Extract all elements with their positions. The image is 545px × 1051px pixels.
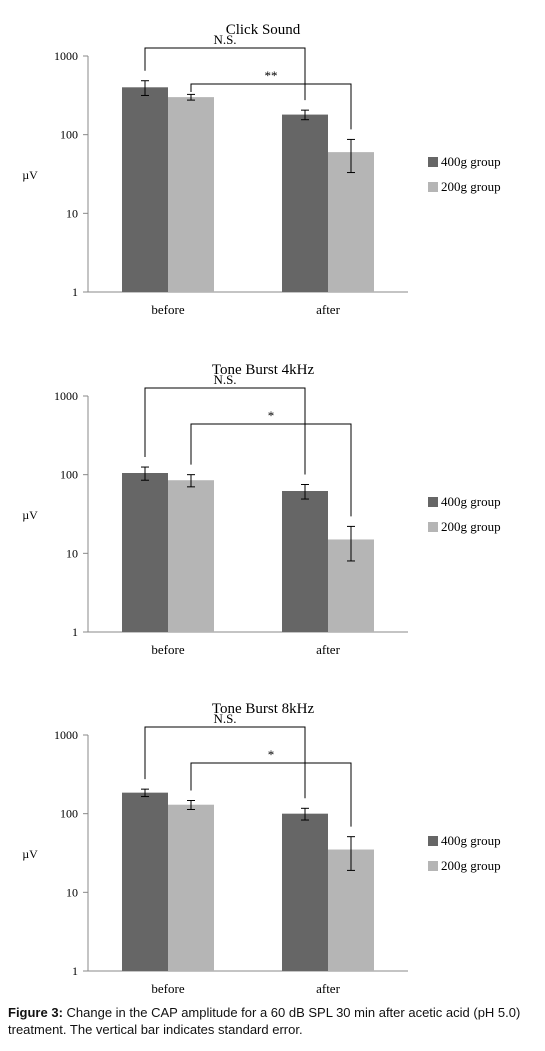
chart-tone-burst-4khz: Tone Burst 4kHz 1 10 100 1000 µV before after N.… xyxy=(0,348,545,668)
legend-label-200g-group: 200g group xyxy=(441,858,501,873)
y-tick-label: 1000 xyxy=(54,389,78,403)
bar-before-400g-group xyxy=(122,792,168,971)
significance-label: N.S. xyxy=(213,32,236,47)
significance-bracket xyxy=(190,83,352,130)
legend-label-200g-group: 200g group xyxy=(441,179,501,194)
significance-bracket xyxy=(190,423,352,517)
significance-label: N.S. xyxy=(213,711,236,726)
y-axis-label: µV xyxy=(22,168,38,182)
legend-label-200g-group: 200g group xyxy=(441,519,501,534)
caption-text: Change in the CAP amplitude for a 60 dB … xyxy=(8,1005,521,1037)
x-tick-label-before: before xyxy=(151,642,184,657)
chart-svg: Tone Burst 4kHz 1 10 100 1000 µV before after N.… xyxy=(22,362,501,657)
chart-svg: Click Sound 1 10 100 1000 µV before after N.S. **… xyxy=(22,22,501,317)
legend-swatch-200g-group xyxy=(428,182,438,192)
y-tick-label: 1 xyxy=(72,964,78,978)
y-tick-label: 100 xyxy=(60,807,78,821)
bar-before-400g-group xyxy=(122,87,168,292)
chart-title: Tone Burst 8kHz xyxy=(212,701,315,717)
y-tick-label: 1 xyxy=(72,285,78,299)
y-tick-label: 10 xyxy=(66,546,78,560)
x-tick-label-after: after xyxy=(316,302,340,317)
chart-title: Click Sound xyxy=(226,22,301,38)
caption-label: Figure 3: xyxy=(8,1005,63,1020)
figure-caption: Figure 3: Change in the CAP amplitude fo… xyxy=(8,1004,540,1038)
significance-label: * xyxy=(268,408,275,423)
bar-before-200g-group xyxy=(168,804,214,971)
chart-click-sound: Click Sound 1 10 100 1000 µV before after N.S. **… xyxy=(0,8,545,328)
significance-bracket xyxy=(144,387,306,475)
significance-bracket xyxy=(144,47,306,101)
legend-swatch-200g-group xyxy=(428,522,438,532)
chart-svg: Tone Burst 8kHz 1 10 100 1000 µV before after N.… xyxy=(22,701,501,996)
bar-after-400g-group xyxy=(282,813,328,971)
x-tick-label-before: before xyxy=(151,981,184,996)
significance-label: N.S. xyxy=(213,372,236,387)
bar-before-200g-group xyxy=(168,480,214,632)
y-axis-label: µV xyxy=(22,847,38,861)
legend-label-400g-group: 400g group xyxy=(441,154,501,169)
bar-before-400g-group xyxy=(122,472,168,632)
y-axis-label: µV xyxy=(22,508,38,522)
y-tick-label: 10 xyxy=(66,206,78,220)
y-tick-label: 1000 xyxy=(54,49,78,63)
x-tick-label-before: before xyxy=(151,302,184,317)
legend-swatch-400g-group xyxy=(428,157,438,167)
legend-swatch-400g-group xyxy=(428,497,438,507)
chart-tone-burst-8khz: Tone Burst 8kHz 1 10 100 1000 µV before after N.… xyxy=(0,687,545,1007)
legend-label-400g-group: 400g group xyxy=(441,833,501,848)
x-tick-label-after: after xyxy=(316,642,340,657)
y-tick-label: 1 xyxy=(72,625,78,639)
bar-before-200g-group xyxy=(168,97,214,293)
x-tick-label-after: after xyxy=(316,981,340,996)
y-tick-label: 1000 xyxy=(54,728,78,742)
chart-title: Tone Burst 4kHz xyxy=(212,362,315,378)
bar-after-400g-group xyxy=(282,490,328,632)
legend-swatch-400g-group xyxy=(428,836,438,846)
y-tick-label: 10 xyxy=(66,885,78,899)
legend-swatch-200g-group xyxy=(428,861,438,871)
y-tick-label: 100 xyxy=(60,128,78,142)
bar-after-200g-group xyxy=(328,152,374,292)
significance-bracket xyxy=(190,762,352,827)
significance-label: * xyxy=(268,747,275,762)
significance-label: ** xyxy=(265,68,278,83)
bar-after-400g-group xyxy=(282,114,328,292)
y-tick-label: 100 xyxy=(60,468,78,482)
legend-label-400g-group: 400g group xyxy=(441,494,501,509)
